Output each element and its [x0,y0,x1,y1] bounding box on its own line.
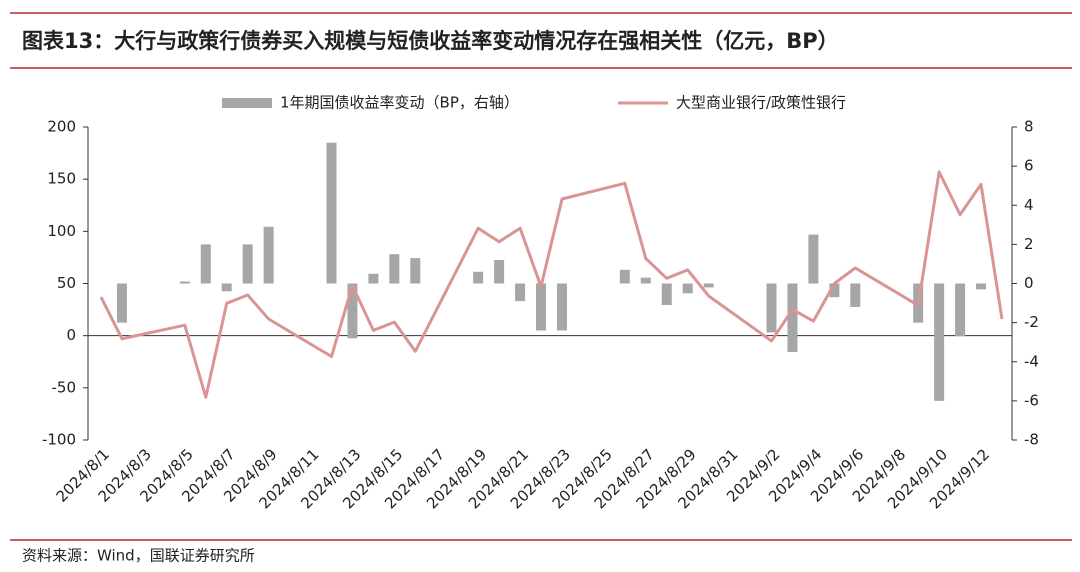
bar [850,283,861,307]
y2-tick-label: -4 [1024,352,1039,370]
y-tick-label: 50 [57,274,76,292]
bar [242,244,253,284]
bar [955,283,966,337]
source-note: 资料来源：Wind，国联证券研究所 [22,547,255,565]
chart-title: 图表13：大行与政策行债券买入规模与短债收益率变动情况存在强相关性（亿元，BP） [22,29,839,53]
bar [200,244,211,284]
bar [703,283,714,288]
bar [515,283,526,302]
legend-label: 大型商业银行/政策性银行 [676,94,846,112]
bar [410,258,421,284]
y-tick-label: 200 [47,118,76,136]
y2-tick-label: -6 [1024,391,1039,409]
bar [179,281,190,284]
bar [221,283,232,292]
bar [787,283,798,352]
y2-tick-label: -8 [1024,431,1039,449]
legend-swatch [222,98,272,108]
y2-tick-label: 6 [1024,157,1034,175]
y-tick-label: 150 [47,170,76,188]
bar [326,142,337,284]
bar [766,283,777,333]
bar [640,277,651,284]
bar [808,234,819,284]
bar [619,269,630,284]
y-tick-label: -100 [42,431,76,449]
y2-tick-label: -2 [1024,313,1039,331]
y2-tick-label: 2 [1024,235,1034,253]
bar [682,283,693,294]
line [99,170,1004,399]
bar [368,273,379,284]
y2-tick-label: 0 [1024,274,1034,292]
y2-tick-label: 8 [1024,118,1034,136]
bar [263,226,274,284]
bar [116,283,127,323]
bar [494,260,505,284]
bar [934,283,945,401]
bar [976,283,987,290]
y-tick-label: 100 [47,222,76,240]
y-tick-label: -50 [52,378,77,396]
bar [473,271,484,284]
y2-tick-label: 4 [1024,196,1034,214]
bar [661,283,672,306]
bar [347,283,358,339]
bar [829,283,840,298]
bar [536,283,547,331]
bar [389,254,400,284]
legend-label: 1年期国债收益率变动（BP，右轴） [280,94,519,112]
bar [556,283,567,331]
y-tick-label: 0 [66,326,76,344]
